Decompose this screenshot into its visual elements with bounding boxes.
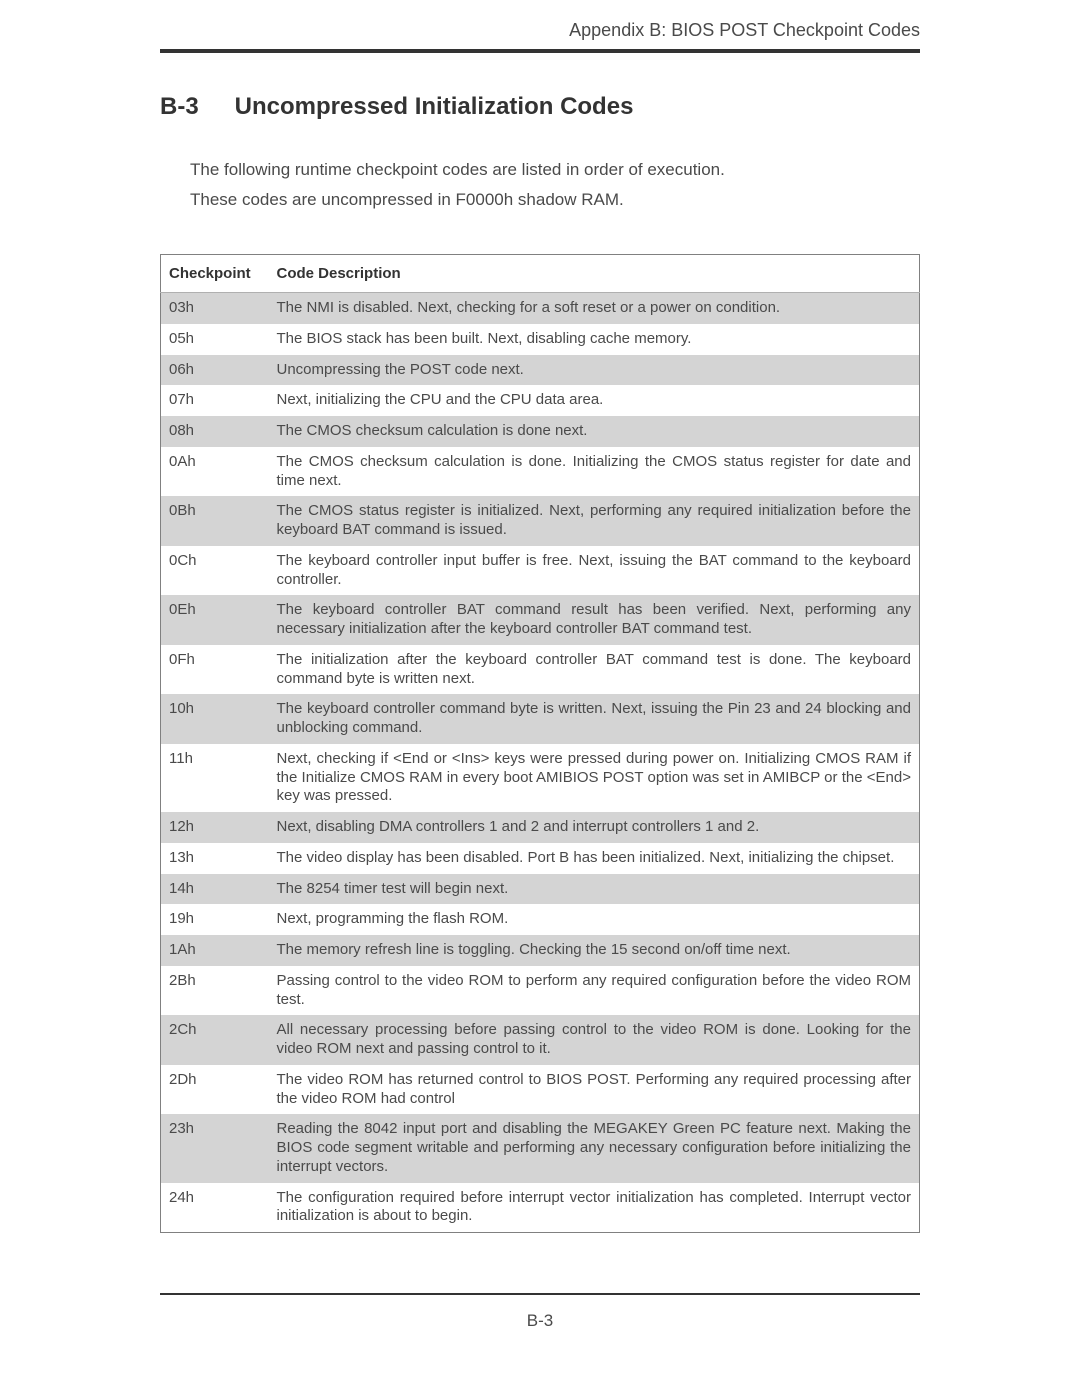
cell-checkpoint: 03h bbox=[161, 293, 269, 324]
table-row: 0FhThe initialization after the keyboard… bbox=[161, 645, 920, 695]
page-number: B-3 bbox=[160, 1311, 920, 1331]
cell-description: The 8254 timer test will begin next. bbox=[269, 874, 920, 905]
table-row: 07hNext, initializing the CPU and the CP… bbox=[161, 385, 920, 416]
cell-checkpoint: 07h bbox=[161, 385, 269, 416]
cell-checkpoint: 10h bbox=[161, 694, 269, 744]
cell-checkpoint: 06h bbox=[161, 355, 269, 386]
table-row: 0ChThe keyboard controller input buffer … bbox=[161, 546, 920, 596]
cell-description: The initialization after the keyboard co… bbox=[269, 645, 920, 695]
cell-description: Uncompressing the POST code next. bbox=[269, 355, 920, 386]
cell-description: The CMOS checksum calculation is done. I… bbox=[269, 447, 920, 497]
intro-block: The following runtime checkpoint codes a… bbox=[190, 157, 920, 212]
cell-checkpoint: 0Bh bbox=[161, 496, 269, 546]
table-row: 0EhThe keyboard controller BAT command r… bbox=[161, 595, 920, 645]
intro-line-2: These codes are uncompressed in F0000h s… bbox=[190, 187, 920, 213]
table-row: 14hThe 8254 timer test will begin next. bbox=[161, 874, 920, 905]
section-title-text: Uncompressed Initialization Codes bbox=[235, 93, 634, 120]
cell-checkpoint: 1Ah bbox=[161, 935, 269, 966]
cell-description: Next, programming the flash ROM. bbox=[269, 904, 920, 935]
cell-description: The keyboard controller input buffer is … bbox=[269, 546, 920, 596]
cell-description: The NMI is disabled. Next, checking for … bbox=[269, 293, 920, 324]
col-header-checkpoint: Checkpoint bbox=[161, 255, 269, 293]
cell-checkpoint: 24h bbox=[161, 1183, 269, 1233]
cell-description: Reading the 8042 input port and disablin… bbox=[269, 1114, 920, 1182]
cell-checkpoint: 0Ch bbox=[161, 546, 269, 596]
cell-description: The video display has been disabled. Por… bbox=[269, 843, 920, 874]
cell-description: All necessary processing before passing … bbox=[269, 1015, 920, 1065]
section-heading: B-3 Uncompressed Initialization Codes bbox=[160, 93, 920, 121]
table-row: 05hThe BIOS stack has been built. Next, … bbox=[161, 324, 920, 355]
cell-checkpoint: 08h bbox=[161, 416, 269, 447]
table-row: 10hThe keyboard controller command byte … bbox=[161, 694, 920, 744]
cell-checkpoint: 0Ah bbox=[161, 447, 269, 497]
table-header-row: Checkpoint Code Description bbox=[161, 255, 920, 293]
table-row: 2DhThe video ROM has returned control to… bbox=[161, 1065, 920, 1115]
cell-description: The keyboard controller BAT command resu… bbox=[269, 595, 920, 645]
table-row: 2ChAll necessary processing before passi… bbox=[161, 1015, 920, 1065]
section-number: B-3 bbox=[160, 93, 199, 121]
table-row: 06hUncompressing the POST code next. bbox=[161, 355, 920, 386]
cell-checkpoint: 13h bbox=[161, 843, 269, 874]
cell-description: The memory refresh line is toggling. Che… bbox=[269, 935, 920, 966]
cell-checkpoint: 05h bbox=[161, 324, 269, 355]
footer-rule bbox=[160, 1293, 920, 1295]
cell-description: The CMOS status register is initialized.… bbox=[269, 496, 920, 546]
cell-checkpoint: 19h bbox=[161, 904, 269, 935]
cell-checkpoint: 0Eh bbox=[161, 595, 269, 645]
table-row: 0BhThe CMOS status register is initializ… bbox=[161, 496, 920, 546]
cell-description: Next, disabling DMA controllers 1 and 2 … bbox=[269, 812, 920, 843]
table-row: 08hThe CMOS checksum calculation is done… bbox=[161, 416, 920, 447]
table-row: 1AhThe memory refresh line is toggling. … bbox=[161, 935, 920, 966]
cell-checkpoint: 14h bbox=[161, 874, 269, 905]
table-row: 2BhPassing control to the video ROM to p… bbox=[161, 966, 920, 1016]
header-rule bbox=[160, 49, 920, 53]
intro-line-1: The following runtime checkpoint codes a… bbox=[190, 157, 920, 183]
table-row: 19hNext, programming the flash ROM. bbox=[161, 904, 920, 935]
cell-checkpoint: 2Dh bbox=[161, 1065, 269, 1115]
cell-description: The video ROM has returned control to BI… bbox=[269, 1065, 920, 1115]
table-row: 24hThe configuration required before int… bbox=[161, 1183, 920, 1233]
running-head: Appendix B: BIOS POST Checkpoint Codes bbox=[160, 20, 920, 49]
cell-checkpoint: 23h bbox=[161, 1114, 269, 1182]
cell-checkpoint: 11h bbox=[161, 744, 269, 812]
cell-description: Passing control to the video ROM to perf… bbox=[269, 966, 920, 1016]
cell-checkpoint: 2Bh bbox=[161, 966, 269, 1016]
page: Appendix B: BIOS POST Checkpoint Codes B… bbox=[0, 0, 1080, 1397]
table-row: 11hNext, checking if <End or <Ins> keys … bbox=[161, 744, 920, 812]
cell-description: The keyboard controller command byte is … bbox=[269, 694, 920, 744]
cell-description: The configuration required before interr… bbox=[269, 1183, 920, 1233]
cell-checkpoint: 2Ch bbox=[161, 1015, 269, 1065]
table-row: 03hThe NMI is disabled. Next, checking f… bbox=[161, 293, 920, 324]
cell-checkpoint: 12h bbox=[161, 812, 269, 843]
cell-description: Next, checking if <End or <Ins> keys wer… bbox=[269, 744, 920, 812]
cell-description: The CMOS checksum calculation is done ne… bbox=[269, 416, 920, 447]
table-row: 23hReading the 8042 input port and disab… bbox=[161, 1114, 920, 1182]
cell-description: Next, initializing the CPU and the CPU d… bbox=[269, 385, 920, 416]
cell-description: The BIOS stack has been built. Next, dis… bbox=[269, 324, 920, 355]
checkpoint-table: Checkpoint Code Description 03hThe NMI i… bbox=[160, 254, 920, 1233]
table-row: 13hThe video display has been disabled. … bbox=[161, 843, 920, 874]
cell-checkpoint: 0Fh bbox=[161, 645, 269, 695]
table-row: 0AhThe CMOS checksum calculation is done… bbox=[161, 447, 920, 497]
table-row: 12hNext, disabling DMA controllers 1 and… bbox=[161, 812, 920, 843]
col-header-description: Code Description bbox=[269, 255, 920, 293]
